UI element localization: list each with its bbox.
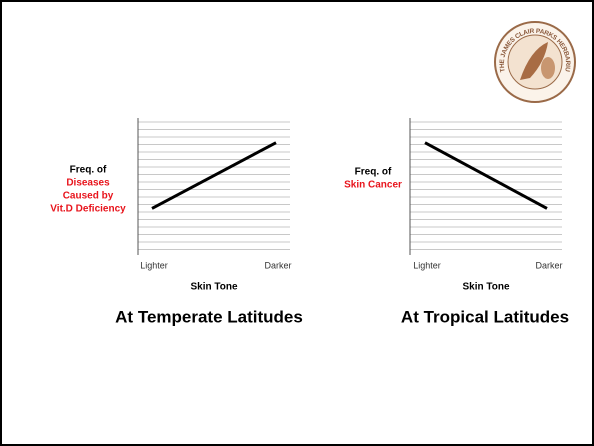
logo-pod (541, 57, 555, 79)
y-axis-label: Freq. of (70, 165, 107, 176)
x-tick-label: Darker (264, 260, 291, 270)
chart-caption: At Tropical Latitudes (401, 307, 569, 326)
y-axis-label-highlight: Diseases (66, 178, 110, 189)
y-axis-label-highlight: Caused by (63, 191, 114, 202)
y-axis-label-highlight: Vit.D Deficiency (50, 204, 126, 215)
x-tick-label: Lighter (140, 260, 168, 270)
x-tick-label: Lighter (413, 260, 441, 270)
x-tick-label: Darker (535, 260, 562, 270)
x-axis-label: Skin Tone (190, 282, 237, 293)
y-axis-label: Freq. of (355, 167, 392, 178)
slide: THE JAMES CLAIR PARKS HERBARIUM LighterD… (0, 0, 594, 446)
chart-caption: At Temperate Latitudes (115, 307, 303, 326)
x-axis-label: Skin Tone (462, 282, 509, 293)
y-axis-label-highlight: Skin Cancer (344, 180, 402, 191)
